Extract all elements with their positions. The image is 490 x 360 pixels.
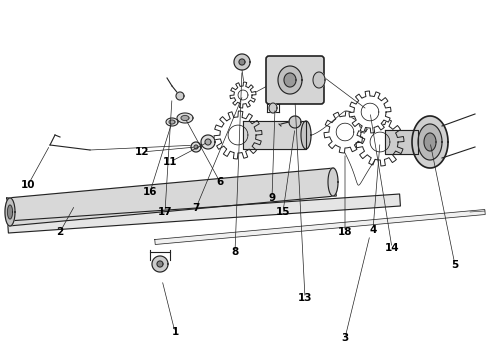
Polygon shape <box>152 256 168 272</box>
Text: 16: 16 <box>143 187 157 197</box>
Text: 18: 18 <box>338 227 352 237</box>
Polygon shape <box>205 139 211 145</box>
Polygon shape <box>412 116 448 168</box>
Polygon shape <box>201 135 215 149</box>
Text: 9: 9 <box>269 193 275 203</box>
Text: 13: 13 <box>298 293 312 303</box>
Polygon shape <box>177 113 193 123</box>
Polygon shape <box>301 121 311 149</box>
Text: 11: 11 <box>163 157 177 167</box>
Text: 12: 12 <box>135 147 149 157</box>
Polygon shape <box>191 142 201 152</box>
Polygon shape <box>5 198 15 226</box>
Polygon shape <box>234 54 250 70</box>
Polygon shape <box>243 121 306 149</box>
Polygon shape <box>349 91 391 133</box>
Polygon shape <box>284 73 296 87</box>
Polygon shape <box>169 120 175 124</box>
Text: 14: 14 <box>385 243 399 253</box>
FancyBboxPatch shape <box>266 56 324 104</box>
Polygon shape <box>7 168 336 226</box>
Polygon shape <box>176 92 184 100</box>
Polygon shape <box>385 130 418 154</box>
Polygon shape <box>194 145 198 149</box>
Text: 6: 6 <box>217 177 223 187</box>
Polygon shape <box>324 111 366 153</box>
Polygon shape <box>214 111 262 159</box>
Polygon shape <box>424 133 436 151</box>
Polygon shape <box>313 72 325 88</box>
Polygon shape <box>289 116 301 128</box>
Text: 17: 17 <box>158 207 172 217</box>
Text: 3: 3 <box>342 333 348 343</box>
Text: 2: 2 <box>56 227 64 237</box>
Polygon shape <box>269 103 277 113</box>
Text: 1: 1 <box>172 327 179 337</box>
Polygon shape <box>418 124 442 160</box>
Polygon shape <box>157 261 163 267</box>
Polygon shape <box>230 82 256 108</box>
Text: 8: 8 <box>231 247 239 257</box>
Text: 4: 4 <box>369 225 377 235</box>
Polygon shape <box>356 118 404 166</box>
Polygon shape <box>278 66 302 94</box>
Text: 7: 7 <box>192 203 200 213</box>
Polygon shape <box>166 118 178 126</box>
Text: 5: 5 <box>451 260 459 270</box>
Polygon shape <box>7 194 400 233</box>
Polygon shape <box>181 116 189 121</box>
Polygon shape <box>155 210 485 244</box>
Polygon shape <box>7 205 13 219</box>
Polygon shape <box>328 168 338 196</box>
Text: 15: 15 <box>276 207 290 217</box>
Polygon shape <box>239 59 245 65</box>
Text: 10: 10 <box>21 180 35 190</box>
